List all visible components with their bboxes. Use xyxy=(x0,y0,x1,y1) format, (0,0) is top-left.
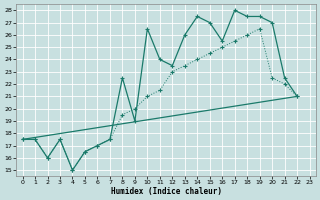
X-axis label: Humidex (Indice chaleur): Humidex (Indice chaleur) xyxy=(111,187,221,196)
